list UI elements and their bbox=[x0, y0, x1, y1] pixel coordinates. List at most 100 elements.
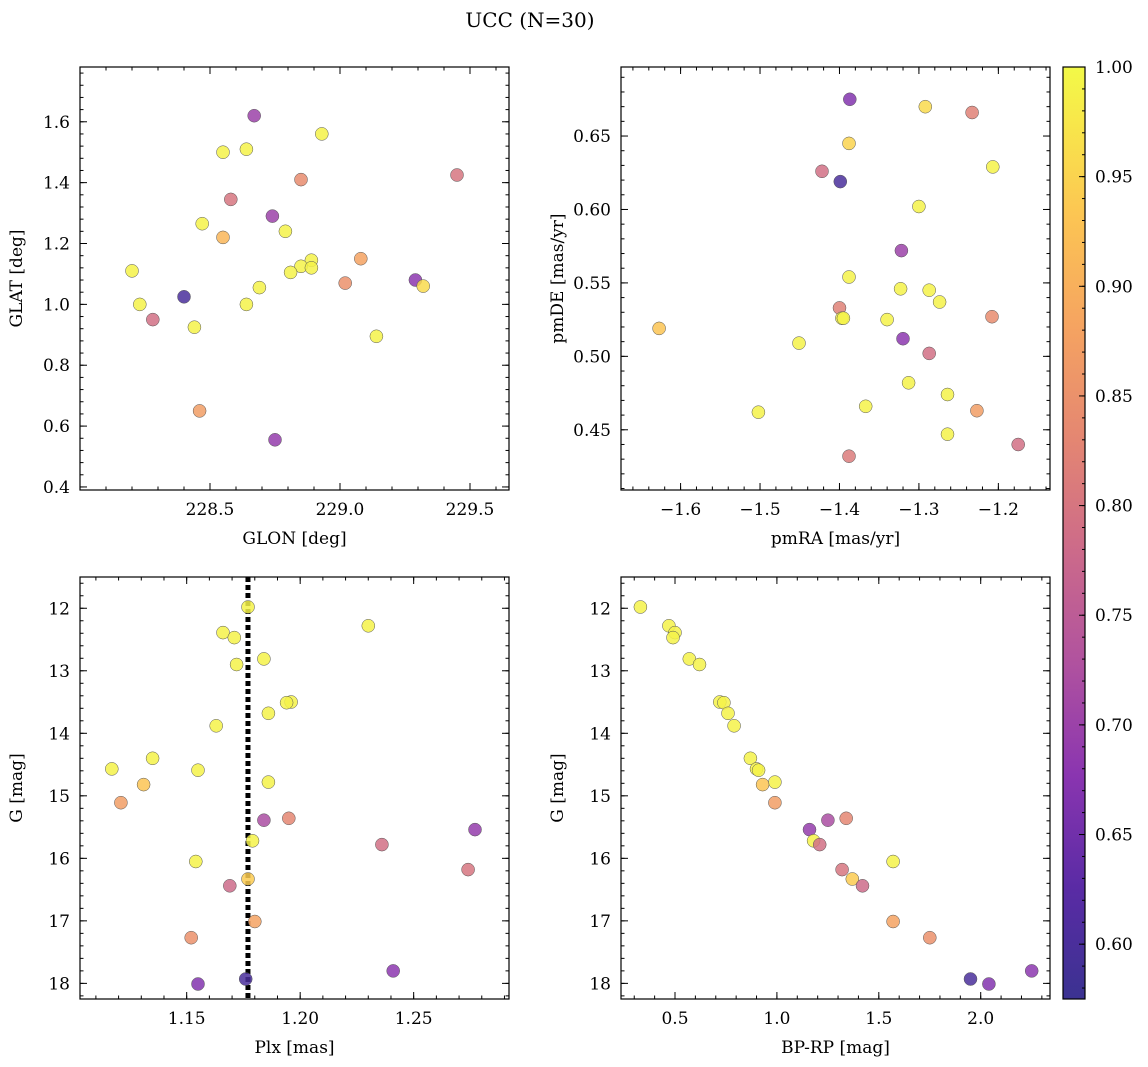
x-tick-label: −1.4 bbox=[819, 500, 860, 520]
data-point bbox=[386, 964, 400, 978]
data-point bbox=[932, 295, 947, 309]
y-tick-label: 1.2 bbox=[43, 235, 70, 255]
data-point bbox=[209, 719, 223, 733]
data-point bbox=[855, 879, 870, 893]
data-point bbox=[136, 777, 151, 792]
data-point bbox=[1011, 437, 1025, 452]
x-axis-label: Plx [mas] bbox=[254, 1038, 334, 1058]
data-point bbox=[755, 777, 770, 792]
data-point bbox=[304, 261, 319, 275]
data-point bbox=[245, 834, 260, 848]
colorbar-ticks: 0.60 0.65 0.70 0.75 0.80 0.85 0.90 0.95 1.00 bbox=[1079, 58, 1133, 989]
data-point bbox=[842, 449, 856, 463]
y-axis-label: G [mag] bbox=[7, 753, 27, 822]
data-point bbox=[894, 243, 909, 258]
y-tick-label: 12 bbox=[589, 599, 611, 619]
data-point bbox=[257, 652, 271, 666]
data-point bbox=[187, 320, 202, 334]
data-point bbox=[633, 600, 648, 614]
colorbar-tick-label: 0.70 bbox=[1095, 716, 1133, 736]
x-tick-label: 2.0 bbox=[967, 1009, 994, 1029]
data-point bbox=[965, 105, 979, 120]
panels: 228.5 229.0 229.5 0.4 0.6 0.8 1.0 1.2 1.4 1.6 GLON… bbox=[7, 66, 1051, 1058]
data-point bbox=[354, 251, 368, 266]
data-point bbox=[252, 280, 267, 295]
x-tick-label: 0.5 bbox=[661, 1009, 688, 1029]
data-point bbox=[257, 813, 271, 827]
data-point bbox=[294, 172, 308, 187]
data-point bbox=[986, 160, 1000, 174]
data-point bbox=[338, 276, 352, 290]
x-axis-label: pmRA [mas/yr] bbox=[771, 529, 900, 549]
y-tick-label: 15 bbox=[589, 787, 611, 807]
data-point bbox=[184, 930, 198, 945]
data-point bbox=[192, 404, 207, 418]
colorbar-tick-label: 1.00 bbox=[1095, 58, 1133, 78]
y-axis-label: GLAT [deg] bbox=[7, 229, 27, 327]
x-tick-label: −1.2 bbox=[978, 500, 1019, 520]
data-point bbox=[666, 630, 680, 645]
data-point bbox=[261, 775, 276, 789]
x-tick-label: 1.20 bbox=[281, 1009, 319, 1029]
data-point bbox=[450, 168, 464, 182]
x-tick-label: 1.25 bbox=[395, 1009, 433, 1029]
data-point bbox=[768, 775, 782, 789]
data-point bbox=[922, 283, 936, 297]
data-point bbox=[858, 399, 873, 414]
data-point bbox=[195, 216, 209, 231]
data-point bbox=[375, 837, 389, 852]
y-tick-label: 18 bbox=[589, 974, 611, 994]
data-point bbox=[743, 751, 758, 766]
x-tick-label: 1.15 bbox=[168, 1009, 206, 1029]
x-tick-label: 1.0 bbox=[763, 1009, 790, 1029]
data-point bbox=[133, 297, 147, 312]
data-point bbox=[461, 862, 475, 877]
data-point bbox=[216, 145, 230, 159]
data-point bbox=[721, 706, 735, 721]
y-tick-label: 14 bbox=[589, 724, 611, 744]
y-tick-label: 1.0 bbox=[43, 295, 70, 315]
data-point bbox=[227, 630, 242, 645]
panel-cmd: 0.5 1.0 1.5 2.0 12 13 14 15 16 17 18 BP-RP [mag] G [… bbox=[548, 576, 1051, 1058]
y-tick-label: 0.50 bbox=[573, 347, 611, 367]
plot-frame bbox=[79, 66, 510, 491]
y-tick-label: 14 bbox=[48, 724, 70, 744]
data-point bbox=[191, 763, 205, 777]
data-point bbox=[416, 279, 430, 293]
data-point bbox=[842, 136, 856, 151]
plot-frame bbox=[620, 576, 1051, 1000]
plot-frame bbox=[79, 576, 510, 1000]
data-point bbox=[836, 311, 851, 325]
data-point bbox=[940, 427, 955, 441]
data-point bbox=[922, 346, 936, 361]
panel-lonlat: 228.5 229.0 229.5 0.4 0.6 0.8 1.0 1.2 1.4 1.6 GLON… bbox=[7, 66, 510, 549]
colorbar-tick-label: 0.80 bbox=[1095, 497, 1133, 517]
x-axis-label: BP-RP [mag] bbox=[781, 1038, 890, 1058]
y-tick-label: 1.4 bbox=[43, 174, 70, 194]
data-point bbox=[896, 331, 910, 346]
y-tick-label: 16 bbox=[589, 849, 611, 869]
y-tick-label: 0.4 bbox=[43, 478, 70, 498]
data-point bbox=[912, 199, 926, 214]
colorbar-gradient bbox=[1063, 67, 1085, 999]
x-tick-label: 1.5 bbox=[865, 1009, 892, 1029]
data-point bbox=[229, 657, 244, 672]
plot-frame bbox=[620, 66, 1051, 491]
colorbar-tick-label: 0.90 bbox=[1095, 277, 1133, 297]
data-point bbox=[191, 977, 205, 991]
data-point bbox=[146, 312, 160, 327]
colorbar-tick-label: 0.60 bbox=[1095, 935, 1133, 955]
colorbar: 0.60 0.65 0.70 0.75 0.80 0.85 0.90 0.95 1.00 bbox=[1062, 58, 1133, 1000]
colorbar-tick-label: 0.75 bbox=[1095, 606, 1133, 626]
data-point bbox=[105, 762, 119, 776]
data-point bbox=[812, 837, 827, 852]
data-point bbox=[821, 813, 835, 827]
y-tick-label: 17 bbox=[48, 912, 70, 932]
x-tick-label: 229.5 bbox=[446, 500, 495, 520]
panel-pm: −1.6 −1.5 −1.4 −1.3 −1.2 0.45 0.50 0.55 0.60 0.65… bbox=[548, 66, 1051, 549]
data-point bbox=[361, 619, 376, 633]
data-point bbox=[901, 376, 916, 390]
data-point bbox=[268, 433, 282, 447]
data-point bbox=[985, 309, 999, 324]
data-point bbox=[247, 108, 261, 123]
